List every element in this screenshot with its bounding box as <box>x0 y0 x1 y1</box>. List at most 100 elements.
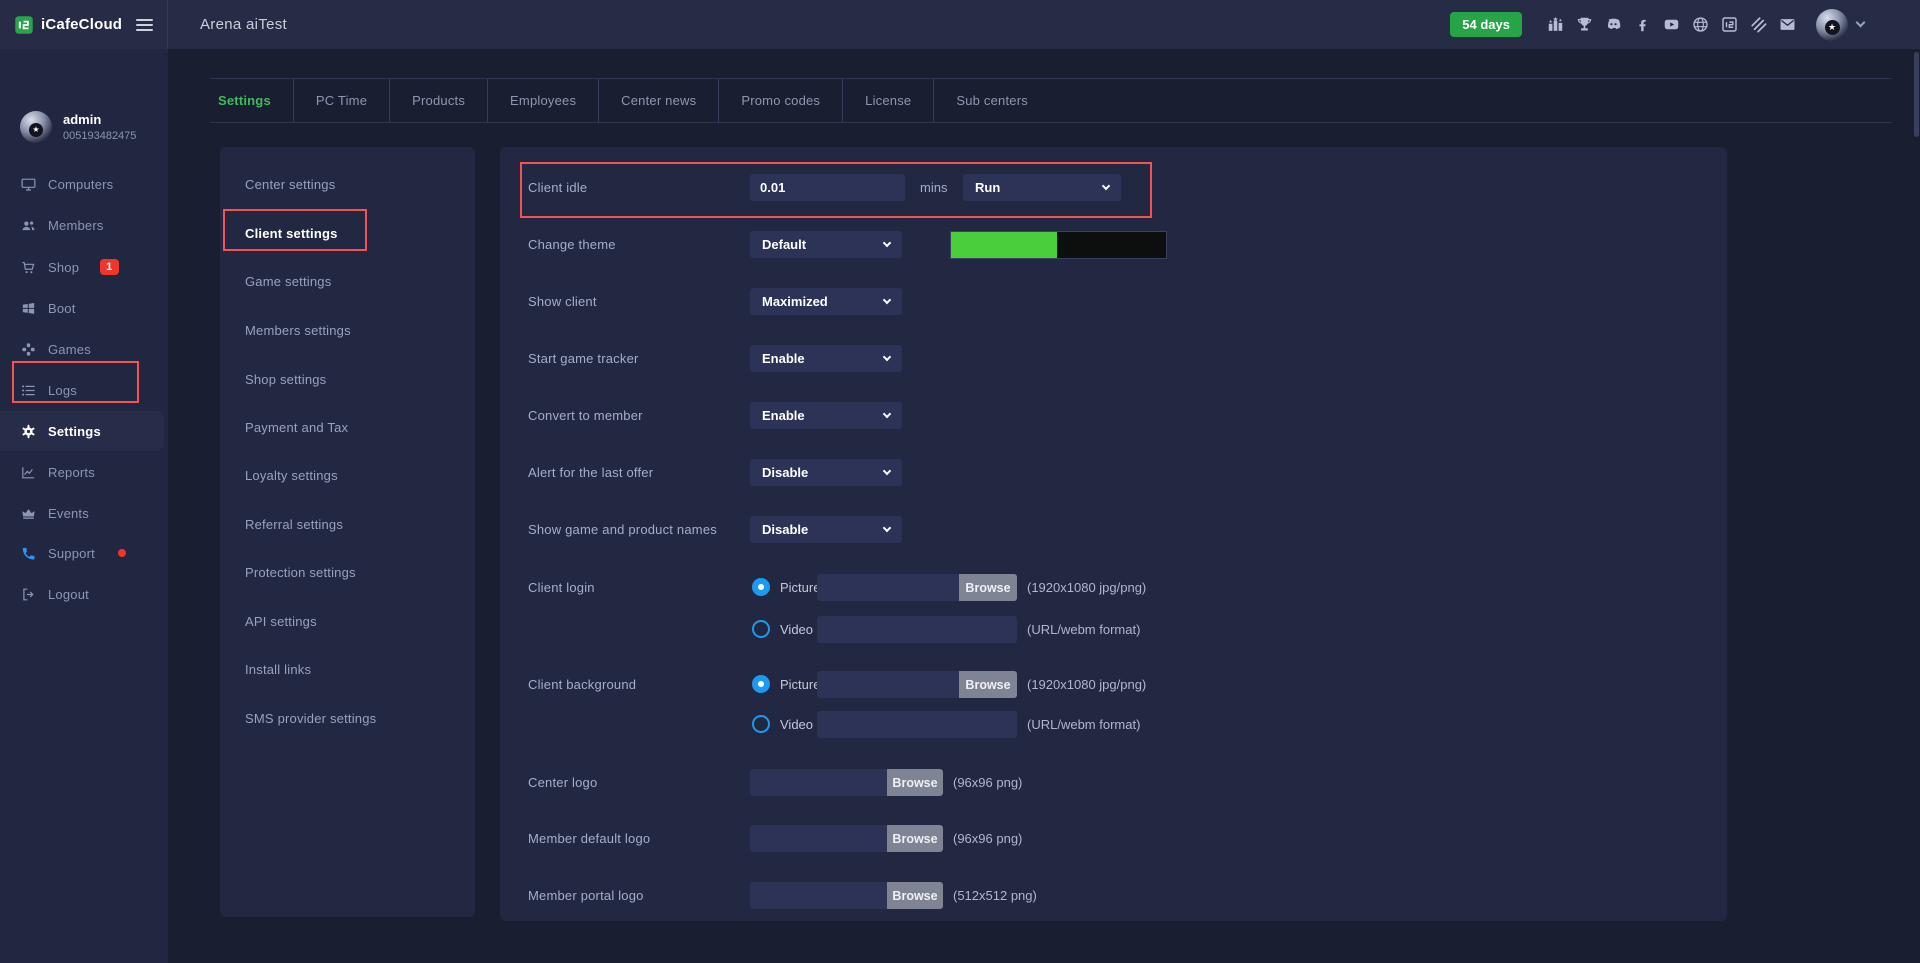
field-label: Show game and product names <box>528 522 717 537</box>
client-background-picture-row: Client background Picture Browse (1920x1… <box>500 671 1727 698</box>
nav-referral-settings[interactable]: Referral settings <box>245 516 344 532</box>
mail-icon[interactable] <box>1777 15 1797 35</box>
sidebar-profile[interactable]: ★ admin 005193482475 <box>20 111 136 143</box>
facebook-icon[interactable] <box>1632 15 1652 35</box>
discord-icon[interactable] <box>1603 15 1623 35</box>
select-value: Maximized <box>762 294 828 309</box>
client-login-picture-radio[interactable] <box>752 578 770 596</box>
tab-license[interactable]: License <box>843 79 935 122</box>
trophy-icon[interactable] <box>1574 15 1594 35</box>
sidebar-item-reports[interactable]: Reports <box>0 452 168 492</box>
layers-icon[interactable] <box>1748 15 1768 35</box>
sidebar-item-events[interactable]: Events <box>0 493 168 533</box>
center-logo-file-input[interactable]: Browse <box>750 769 943 796</box>
monitor-icon <box>21 178 36 191</box>
sidebar-item-label: Reports <box>48 464 95 480</box>
tab-settings[interactable]: Settings <box>210 79 294 122</box>
file-hint: (URL/webm format) <box>1027 622 1141 637</box>
member-default-logo-file-input[interactable]: Browse <box>750 825 943 852</box>
sidebar-item-logout[interactable]: Logout <box>0 574 168 614</box>
user-avatar[interactable]: ★ <box>1816 8 1848 41</box>
license-days-badge[interactable]: 54 days <box>1450 12 1522 37</box>
show-game-product-names-row: Show game and product names Disable <box>500 516 1727 543</box>
sidebar-item-settings[interactable]: Settings <box>0 411 164 451</box>
browse-button[interactable]: Browse <box>959 574 1017 601</box>
client-idle-input[interactable] <box>750 174 905 201</box>
ranking-icon[interactable] <box>1545 15 1565 35</box>
chevron-down-icon[interactable] <box>1855 17 1866 28</box>
alert-last-offer-select[interactable]: Disable <box>750 459 902 486</box>
sidebar-item-computers[interactable]: Computers <box>0 164 168 204</box>
client-idle-action-select[interactable]: Run <box>963 174 1121 201</box>
sidebar-item-boot[interactable]: Boot <box>0 288 168 328</box>
tab-center-news[interactable]: Center news <box>599 79 720 122</box>
client-login-picture-file-input[interactable]: Browse <box>817 574 1017 601</box>
people-icon <box>22 220 35 230</box>
alert-last-offer-row: Alert for the last offer Disable <box>500 459 1727 486</box>
field-label: Alert for the last offer <box>528 465 654 480</box>
member-portal-logo-row: Member portal logo Browse (512x512 png) <box>500 882 1727 909</box>
tab-pc-time[interactable]: PC Time <box>294 79 391 122</box>
brand[interactable]: iCafeCloud <box>14 15 122 35</box>
chevron-down-icon <box>1101 181 1111 191</box>
client-background-video-radio[interactable] <box>752 715 770 733</box>
nav-install-links[interactable]: Install links <box>245 661 312 677</box>
show-client-select[interactable]: Maximized <box>750 288 902 315</box>
nav-members-settings[interactable]: Members settings <box>245 322 351 338</box>
nav-api-settings[interactable]: API settings <box>245 613 317 629</box>
tab-employees[interactable]: Employees <box>488 79 600 122</box>
sidebar-item-support[interactable]: Support <box>0 533 168 573</box>
client-settings-form: Client idle mins Run Change theme Defaul… <box>500 147 1727 921</box>
sidebar-item-label: Events <box>48 505 89 521</box>
sidebar-item-logs[interactable]: Logs <box>0 370 168 410</box>
theme-color-preview <box>950 231 1167 259</box>
client-background-picture-radio[interactable] <box>752 675 770 693</box>
nav-protection-settings[interactable]: Protection settings <box>245 564 356 580</box>
browse-button[interactable]: Browse <box>887 769 943 796</box>
field-label: Change theme <box>528 237 616 252</box>
gear-icon <box>22 424 35 438</box>
browse-button[interactable]: Browse <box>887 825 943 852</box>
client-login-video-radio[interactable] <box>752 620 770 638</box>
file-hint: (96x96 png) <box>953 831 1023 846</box>
file-hint: (1920x1080 jpg/png) <box>1027 677 1147 692</box>
start-game-tracker-select[interactable]: Enable <box>750 345 902 372</box>
page-scrollbar-thumb[interactable] <box>1914 52 1919 137</box>
nav-loyalty-settings[interactable]: Loyalty settings <box>245 467 338 483</box>
browse-button[interactable]: Browse <box>959 671 1017 698</box>
sidebar-item-shop[interactable]: Shop 1 <box>0 247 168 287</box>
field-label: Client idle <box>528 180 588 195</box>
medal-icon: ★ <box>1824 20 1840 35</box>
icafepay-icon[interactable] <box>1719 15 1739 35</box>
radio-label: Picture <box>780 677 821 692</box>
tab-promo-codes[interactable]: Promo codes <box>719 79 844 122</box>
sidebar-item-members[interactable]: Members <box>0 205 168 245</box>
profile-name: admin <box>63 112 102 127</box>
show-game-product-names-select[interactable]: Disable <box>750 516 902 543</box>
nav-game-settings[interactable]: Game settings <box>245 273 332 289</box>
globe-icon[interactable] <box>1690 15 1710 35</box>
field-label: Client login <box>528 580 595 595</box>
hamburger-menu-icon[interactable] <box>136 18 153 31</box>
youtube-icon[interactable] <box>1661 15 1681 35</box>
client-background-video-url-input[interactable] <box>817 711 1017 738</box>
nav-client-settings[interactable]: Client settings <box>245 225 338 241</box>
sidebar-item-label: Computers <box>48 176 114 192</box>
nav-payment-and-tax[interactable]: Payment and Tax <box>245 419 349 435</box>
member-portal-logo-file-input[interactable]: Browse <box>750 882 943 909</box>
client-login-video-url-input[interactable] <box>817 616 1017 643</box>
select-value: Enable <box>762 408 805 423</box>
nav-shop-settings[interactable]: Shop settings <box>245 371 327 387</box>
client-background-picture-file-input[interactable]: Browse <box>817 671 1017 698</box>
tab-products[interactable]: Products <box>390 79 489 122</box>
change-theme-select[interactable]: Default <box>750 231 902 258</box>
browse-button[interactable]: Browse <box>887 882 943 909</box>
convert-to-member-select[interactable]: Enable <box>750 402 902 429</box>
nav-center-settings[interactable]: Center settings <box>245 176 336 192</box>
topbar: iCafeCloud Arena aiTest 54 days <box>0 0 1920 49</box>
nav-sms-provider-settings[interactable]: SMS provider settings <box>245 710 377 726</box>
tab-sub-centers[interactable]: Sub centers <box>956 93 1028 108</box>
field-label: Client background <box>528 677 637 692</box>
member-default-logo-row: Member default logo Browse (96x96 png) <box>500 825 1727 852</box>
sidebar-item-games[interactable]: Games <box>0 329 168 369</box>
